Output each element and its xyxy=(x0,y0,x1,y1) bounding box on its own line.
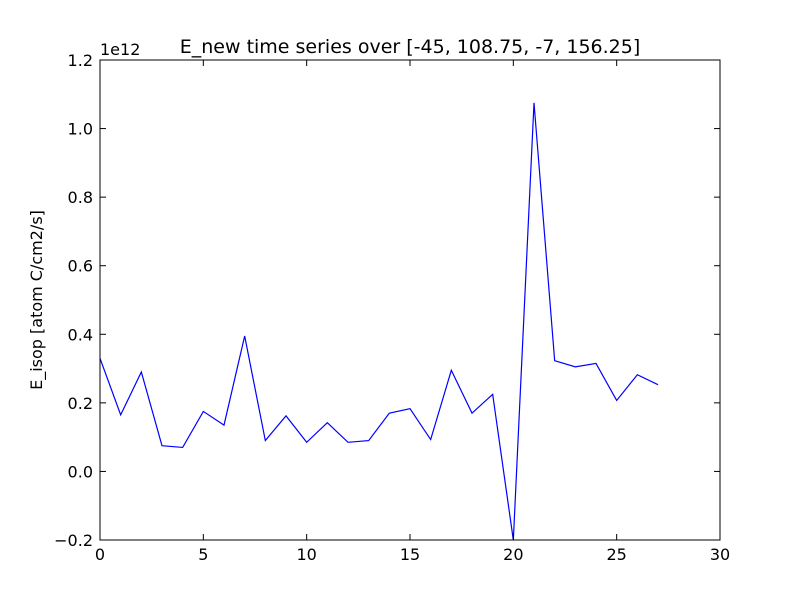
y-tick-label: 0.2 xyxy=(68,394,93,413)
y-tick-label: 1.2 xyxy=(68,51,93,70)
x-tick-label: 25 xyxy=(606,545,626,564)
x-tick-label: 30 xyxy=(710,545,730,564)
x-tick-label: 10 xyxy=(296,545,316,564)
y-tick-label: 0.0 xyxy=(68,462,93,481)
y-tick-label: 1.0 xyxy=(68,120,93,139)
y-axis: −0.2 0.0 0.2 0.4 0.6 0.8 1.0 1.2 xyxy=(54,51,720,550)
y-axis-label: E_isop [atom C/cm2/s] xyxy=(27,210,47,390)
chart-title: E_new time series over [-45, 108.75, -7,… xyxy=(180,36,641,58)
y-tick-label: 0.4 xyxy=(68,325,93,344)
series-line xyxy=(99,102,659,541)
series-layer xyxy=(99,102,659,541)
y-tick-label: 0.8 xyxy=(68,188,93,207)
y-tick-label: 0.6 xyxy=(68,257,93,276)
x-tick-label: 5 xyxy=(198,545,208,564)
x-tick-label: 20 xyxy=(503,545,523,564)
y-tick-label: −0.2 xyxy=(54,531,93,550)
x-axis: 0 5 10 15 20 25 30 xyxy=(95,60,730,564)
plot-area xyxy=(100,60,720,540)
x-tick-label: 15 xyxy=(400,545,420,564)
y-offset-label: 1e12 xyxy=(100,40,140,59)
x-tick-label: 0 xyxy=(95,545,105,564)
